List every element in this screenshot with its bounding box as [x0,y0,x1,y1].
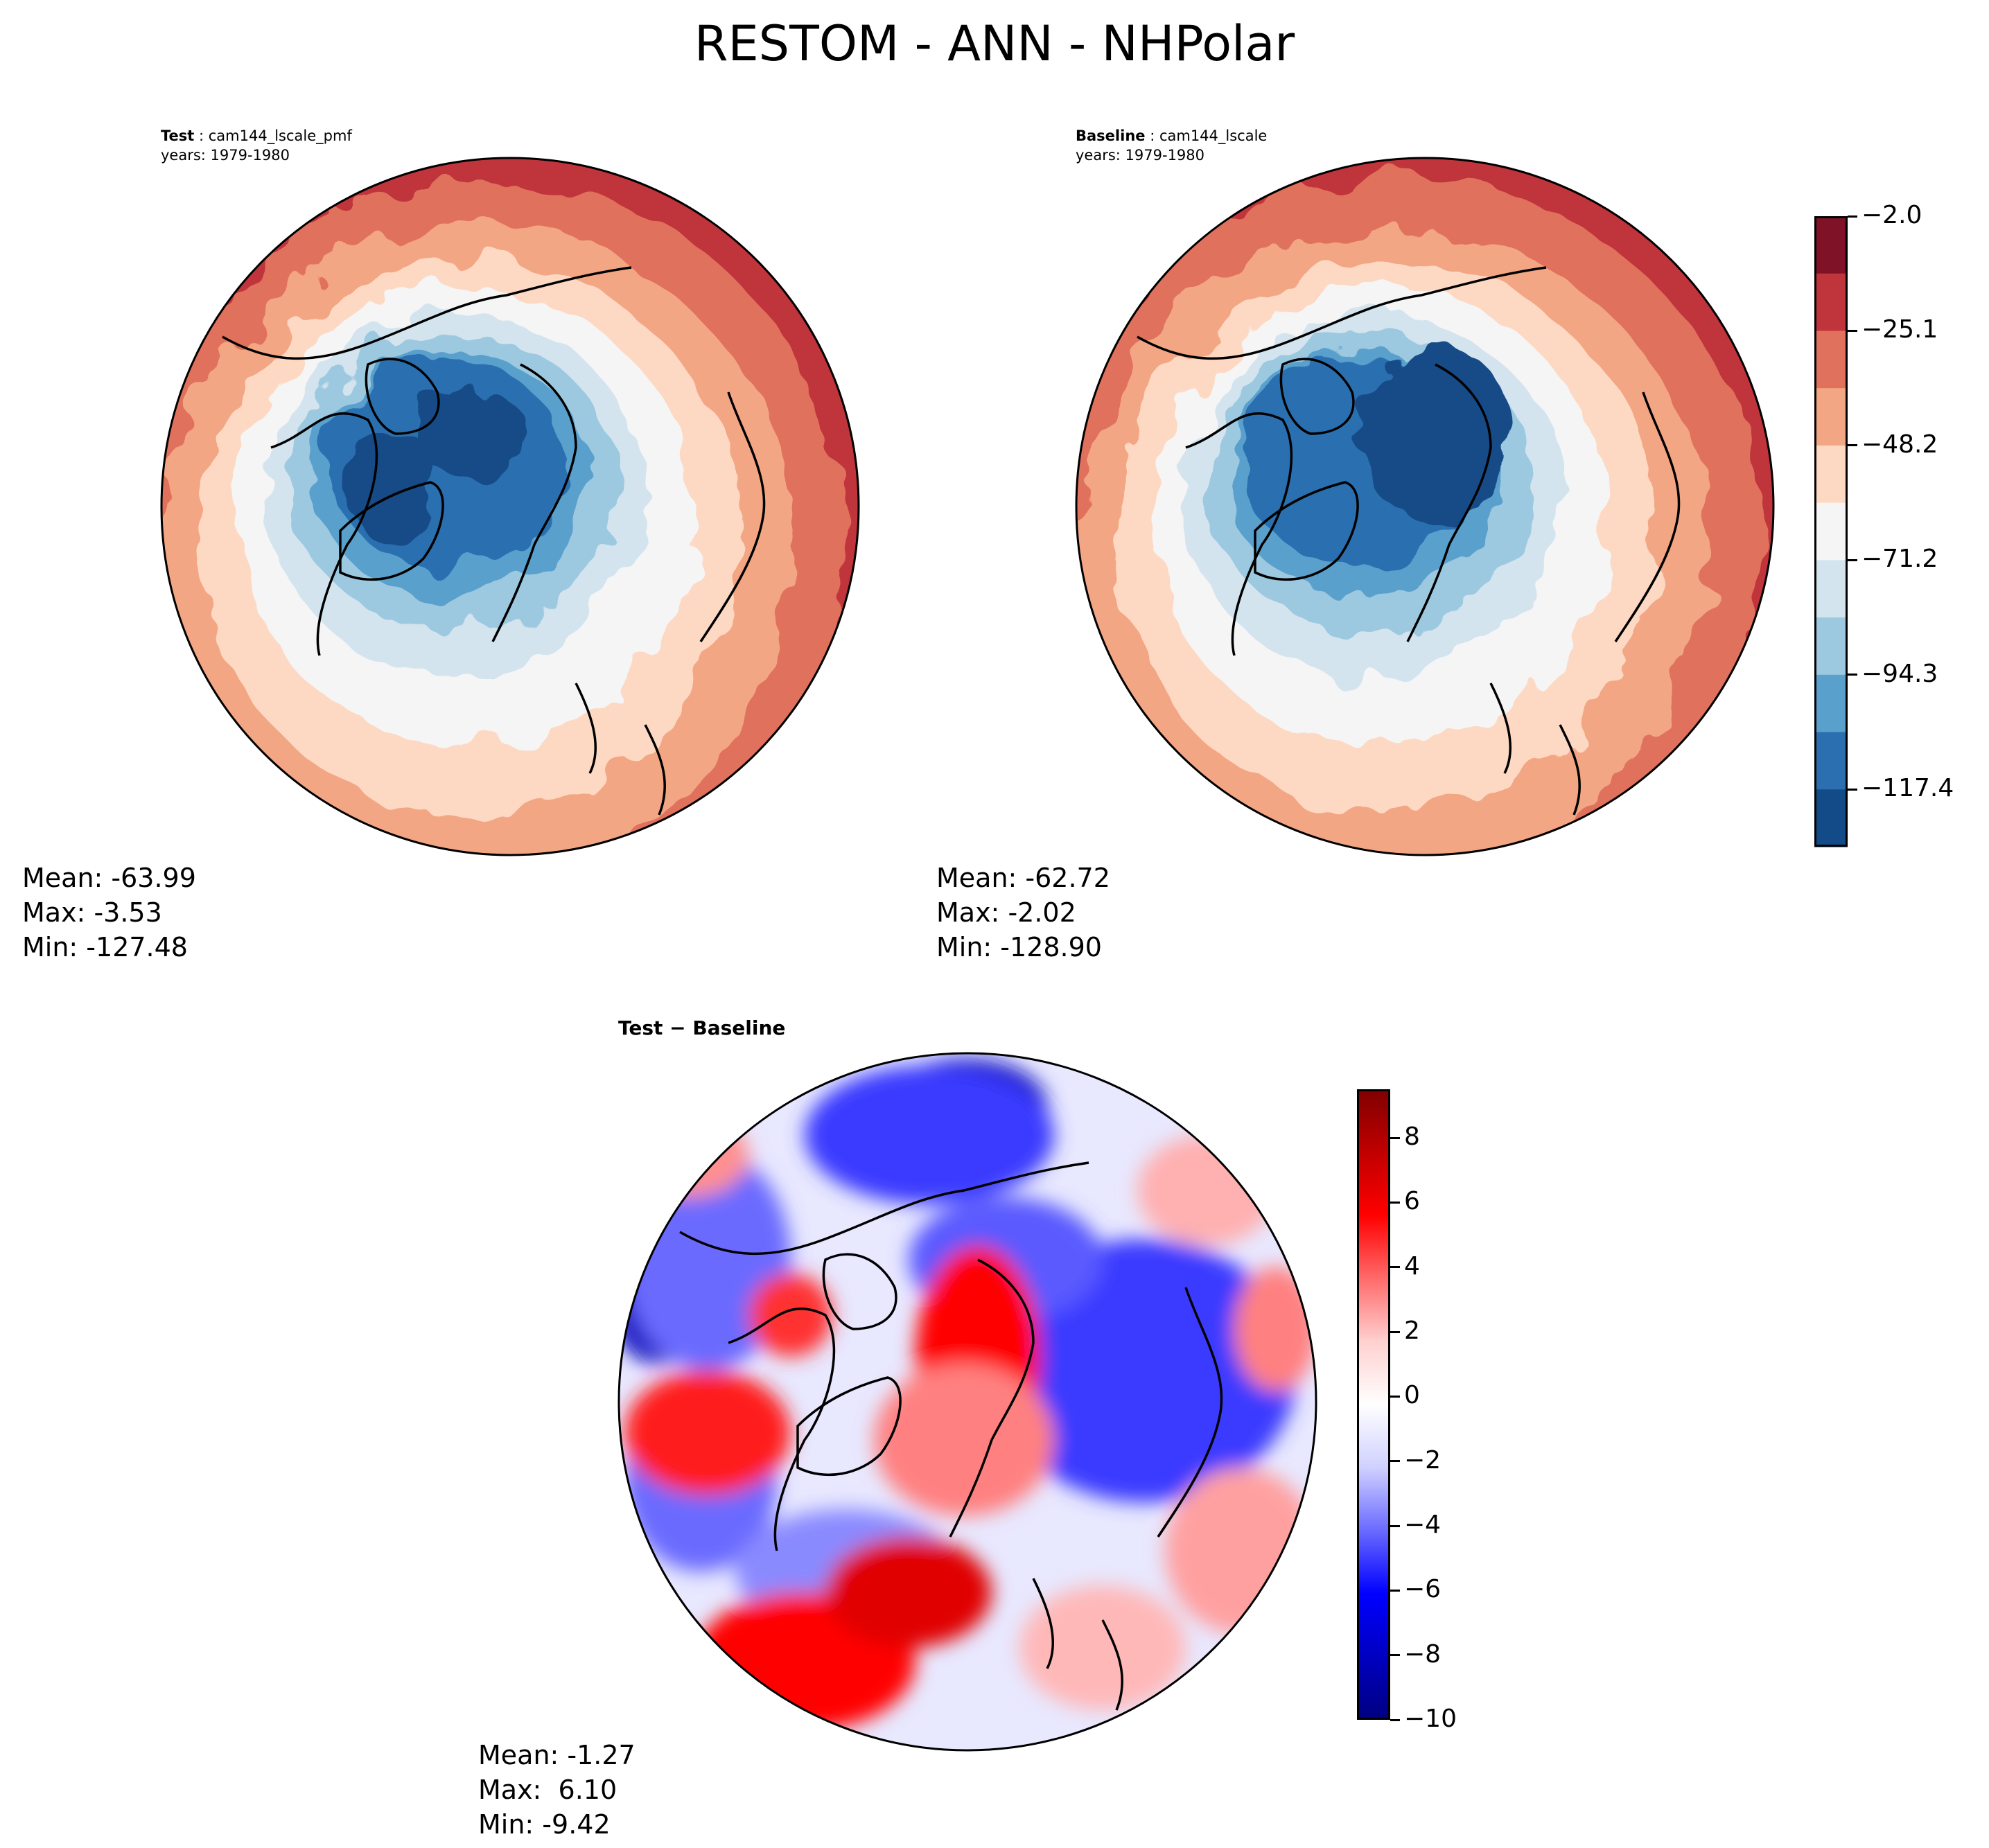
main-colorbar-tick-label: −94.3 [1861,659,1938,688]
diff-colorbar-tick-mark [1390,1654,1400,1657]
main-colorbar-swatch [1814,560,1848,618]
diff-colorbar-tick-label: 2 [1404,1317,1420,1345]
main-colorbar-swatch [1814,331,1848,389]
test-stats: Mean: -63.99 Max: -3.53 Min: -127.48 [22,861,196,965]
diff-colorbar-tick-mark [1390,1718,1400,1721]
main-colorbar-swatch [1814,732,1848,790]
test-case-name: cam144_lscale_pmf [208,127,352,144]
main-colorbar-tick-mark [1848,329,1857,332]
main-colorbar-swatch [1814,388,1848,446]
test-map-frame [160,157,860,856]
diff-colorbar-tick-mark [1390,1330,1400,1333]
main-colorbar-swatch [1814,273,1848,331]
diff-colorbar-tick-label: 6 [1404,1187,1420,1216]
baseline-mean: Mean: -62.72 [936,863,1110,893]
main-colorbar-swatch [1814,216,1848,274]
test-map [160,157,860,856]
baseline-label: Baseline [1076,127,1146,144]
baseline-coastlines [1137,266,1681,816]
baseline-map [1075,157,1775,856]
baseline-min: Min: -128.90 [936,932,1102,962]
diff-colorbar [1357,1089,1390,1720]
diff-map-frame [617,1052,1317,1752]
main-colorbar-tick-label: −25.1 [1861,315,1938,344]
diff-contour-field [619,1053,1316,1750]
main-colorbar [1814,216,1848,847]
baseline-contour-field [1076,158,1773,855]
diff-colorbar-tick-label: −8 [1404,1639,1442,1669]
diff-colorbar-tick-label: −4 [1404,1511,1442,1539]
diff-colorbar-frame [1357,1089,1390,1720]
test-contour-field [161,158,859,855]
main-colorbar-tick-mark [1848,788,1857,791]
main-colorbar-tick-mark [1848,558,1857,561]
diff-colorbar-tick-label: 0 [1404,1381,1420,1410]
main-colorbar-swatch [1814,674,1848,733]
main-colorbar-tick-mark [1848,674,1857,676]
baseline-map-frame [1075,157,1775,856]
diff-colorbar-tick-label: 4 [1404,1251,1420,1281]
main-colorbar-swatch [1814,502,1848,561]
main-colorbar-tick-mark [1848,444,1857,447]
diff-colorbar-tick-mark [1390,1460,1400,1463]
baseline-max: Max: -2.02 [936,897,1076,928]
main-colorbar-swatch [1814,617,1848,676]
main-colorbar-frame [1814,216,1848,847]
baseline-panel-title: Baseline : cam144_lscale years: 1979-198… [1076,127,1268,164]
diff-colorbar-tick-mark [1390,1589,1400,1592]
main-colorbar-tick-label: −2.0 [1861,201,1922,229]
main-colorbar-swatch [1814,445,1848,504]
main-colorbar-tick-label: −71.2 [1861,545,1938,574]
diff-coastlines [679,1161,1223,1711]
main-colorbar-tick-label: −117.4 [1861,774,1954,803]
test-panel-title: Test : cam144_lscale_pmf years: 1979-198… [161,127,352,164]
diff-colorbar-tick-mark [1390,1524,1400,1527]
test-min: Min: -127.48 [22,932,188,962]
diff-mean: Mean: -1.27 [478,1740,636,1770]
baseline-case-name: cam144_lscale [1159,127,1268,144]
diff-map [617,1052,1317,1752]
diff-colorbar-tick-label: −10 [1404,1705,1457,1733]
diff-colorbar-tick-mark [1390,1266,1400,1269]
diff-colorbar-tick-label: −6 [1404,1575,1442,1604]
diff-max: Max: 6.10 [478,1775,617,1805]
figure-title: RESTOM - ANN - NHPolar [694,15,1295,72]
baseline-years: years: 1979-1980 [1076,147,1205,164]
diff-min: Min: -9.42 [478,1809,611,1840]
diff-stats: Mean: -1.27 Max: 6.10 Min: -9.42 [478,1738,636,1842]
diff-colorbar-tick-mark [1390,1201,1400,1204]
test-mean: Mean: -63.99 [22,863,196,893]
main-colorbar-swatches [1814,216,1848,847]
diff-colorbar-tick-mark [1390,1136,1400,1139]
baseline-stats: Mean: -62.72 Max: -2.02 Min: -128.90 [936,861,1110,965]
test-coastlines [222,266,766,816]
test-label: Test [161,127,195,144]
diff-colorbar-tick-mark [1390,1395,1400,1398]
diff-colorbar-gradient [1357,1089,1390,1720]
diff-colorbar-tick-label: −2 [1404,1445,1442,1475]
main-colorbar-tick-mark [1848,215,1857,218]
main-colorbar-tick-label: −48.2 [1861,430,1938,459]
main-colorbar-swatch [1814,789,1848,847]
test-max: Max: -3.53 [22,897,162,928]
diff-colorbar-tick-label: 8 [1404,1123,1420,1151]
test-years: years: 1979-1980 [161,147,290,164]
diff-panel-title: Test − Baseline [618,1017,786,1039]
